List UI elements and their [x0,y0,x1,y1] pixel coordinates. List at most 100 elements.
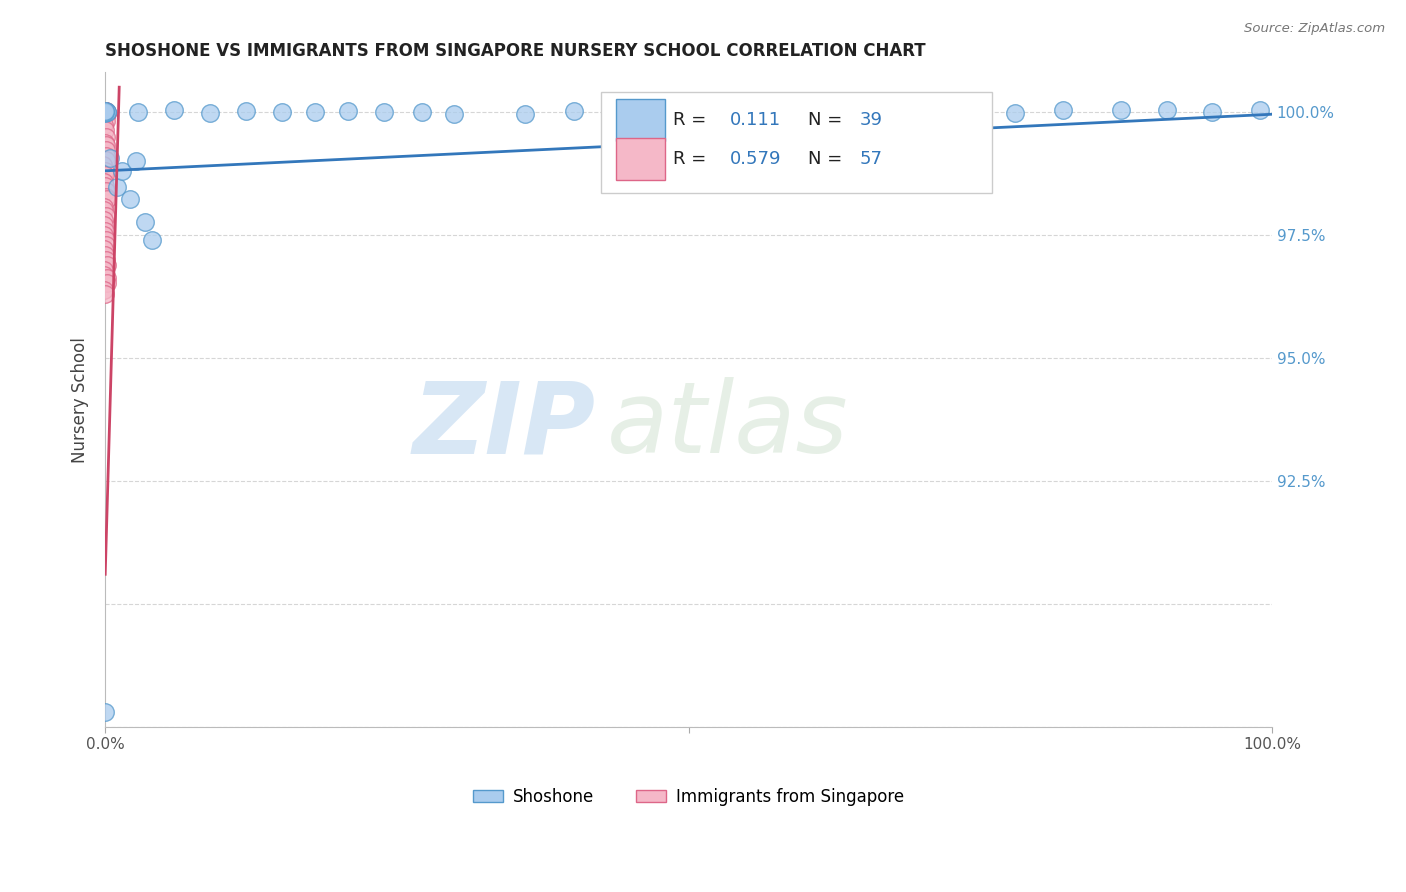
Point [93,105,115,120]
Point [163,103,186,117]
Text: N =: N = [807,111,848,128]
Point [96,106,118,120]
Point [94,103,117,118]
Point [94,114,117,128]
Point [1156,103,1178,117]
Point [94,163,117,178]
Point [93,104,115,119]
Point [96,105,118,120]
Point [111,164,134,178]
Point [96,233,118,247]
Point [100,151,122,165]
Point [94,224,117,238]
Point [513,107,536,121]
Text: atlas: atlas [607,377,848,475]
Point [94,179,117,194]
Point [337,104,360,119]
Point [96,258,118,272]
Point [96,105,118,120]
Point [93,175,115,189]
Point [93,218,115,232]
Point [134,215,156,229]
Point [270,105,292,120]
Point [93,213,115,227]
Point [411,105,433,120]
Point [93,200,115,214]
Legend: Shoshone, Immigrants from Singapore: Shoshone, Immigrants from Singapore [467,781,911,813]
Point [200,106,222,120]
Point [127,105,149,120]
Point [865,107,887,121]
Point [94,136,117,150]
Point [562,103,585,118]
Point [1109,103,1132,117]
Point [141,234,163,248]
Point [94,104,117,119]
Point [96,189,118,203]
Point [96,105,118,120]
Point [93,283,115,297]
Point [120,192,142,206]
Point [94,104,117,119]
Point [1201,104,1223,119]
Point [678,103,700,118]
Point [93,202,115,217]
Point [96,104,118,119]
Point [94,103,117,118]
Point [94,287,117,301]
Point [93,262,115,277]
Point [94,210,117,224]
Point [93,242,115,256]
Point [96,106,118,120]
Point [94,105,117,120]
Point [93,105,115,120]
Point [304,105,326,120]
Point [105,179,128,194]
Point [93,110,115,124]
Point [94,105,117,120]
Point [93,227,115,242]
Point [912,105,935,120]
FancyBboxPatch shape [616,99,665,141]
Point [96,253,118,268]
Text: SHOSHONE VS IMMIGRANTS FROM SINGAPORE NURSERY SCHOOL CORRELATION CHART: SHOSHONE VS IMMIGRANTS FROM SINGAPORE NU… [105,42,925,60]
Point [94,184,117,198]
Point [96,103,118,118]
Point [96,106,118,120]
Point [93,158,115,172]
Point [93,118,115,132]
Point [1004,106,1026,120]
Point [96,130,118,145]
Text: 0.579: 0.579 [730,151,780,169]
Point [96,105,118,120]
FancyBboxPatch shape [616,138,665,180]
Point [235,103,257,118]
Point [96,105,118,120]
Point [815,103,838,118]
Point [91,106,114,120]
Point [94,105,117,120]
Point [93,123,115,137]
FancyBboxPatch shape [600,92,991,194]
Point [94,138,117,153]
Point [96,192,118,206]
Point [96,238,118,252]
Point [94,153,117,168]
Point [96,149,118,163]
Point [96,276,118,290]
Text: R =: R = [673,111,713,128]
Text: ZIP: ZIP [412,377,595,475]
Point [94,705,117,719]
Point [1249,103,1271,117]
Point [94,106,117,120]
Point [738,103,761,117]
Point [628,104,651,119]
Point [93,268,115,282]
Text: N =: N = [807,151,848,169]
Point [96,103,118,118]
Text: Source: ZipAtlas.com: Source: ZipAtlas.com [1244,22,1385,36]
Text: 0.111: 0.111 [730,111,780,128]
Point [124,154,146,169]
Point [93,103,115,118]
Point [443,107,465,121]
